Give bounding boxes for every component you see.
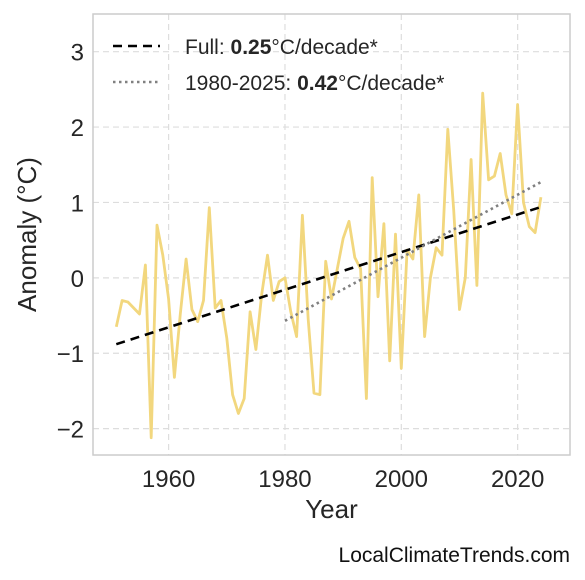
y-tick-label: 2 bbox=[71, 115, 84, 142]
x-tick-label: 1960 bbox=[142, 466, 195, 493]
legend-label-full-trend: Full: 0.25°C/decade* bbox=[185, 36, 378, 59]
y-tick-label: 3 bbox=[71, 40, 84, 67]
plot-frame bbox=[92, 13, 571, 456]
y-axis-title: Anomaly (°C) bbox=[12, 157, 42, 312]
anomaly-line bbox=[114, 91, 543, 440]
y-tick-label: 1 bbox=[71, 190, 84, 217]
grid bbox=[93, 14, 570, 455]
legend: Full: 0.25°C/decade* 1980-2025: 0.42°C/d… bbox=[113, 36, 444, 95]
x-axis-title: Year bbox=[305, 494, 358, 524]
recent-trend-line bbox=[284, 180, 542, 322]
y-tick-label: −1 bbox=[57, 341, 84, 368]
tick-labels: 1960 1980 2000 2020 −2 −1 0 1 2 3 bbox=[57, 40, 545, 493]
x-tick-label: 2000 bbox=[375, 466, 428, 493]
legend-full-value: 0.25 bbox=[231, 36, 272, 59]
y-tick-label: 0 bbox=[71, 266, 84, 293]
legend-recent-prefix: 1980-2025: bbox=[185, 72, 297, 95]
legend-full-prefix: Full: bbox=[185, 36, 231, 59]
legend-recent-value: 0.42 bbox=[297, 72, 338, 95]
x-tick-label: 2020 bbox=[491, 466, 544, 493]
series-lines bbox=[114, 91, 543, 440]
legend-label-recent-trend: 1980-2025: 0.42°C/decade* bbox=[185, 72, 444, 95]
y-tick-label: −2 bbox=[57, 417, 84, 444]
x-tick-label: 1980 bbox=[258, 466, 311, 493]
site-watermark: LocalClimateTrends.com bbox=[338, 544, 570, 567]
legend-recent-suffix: °C/decade* bbox=[338, 72, 444, 95]
legend-full-suffix: °C/decade* bbox=[271, 36, 377, 59]
